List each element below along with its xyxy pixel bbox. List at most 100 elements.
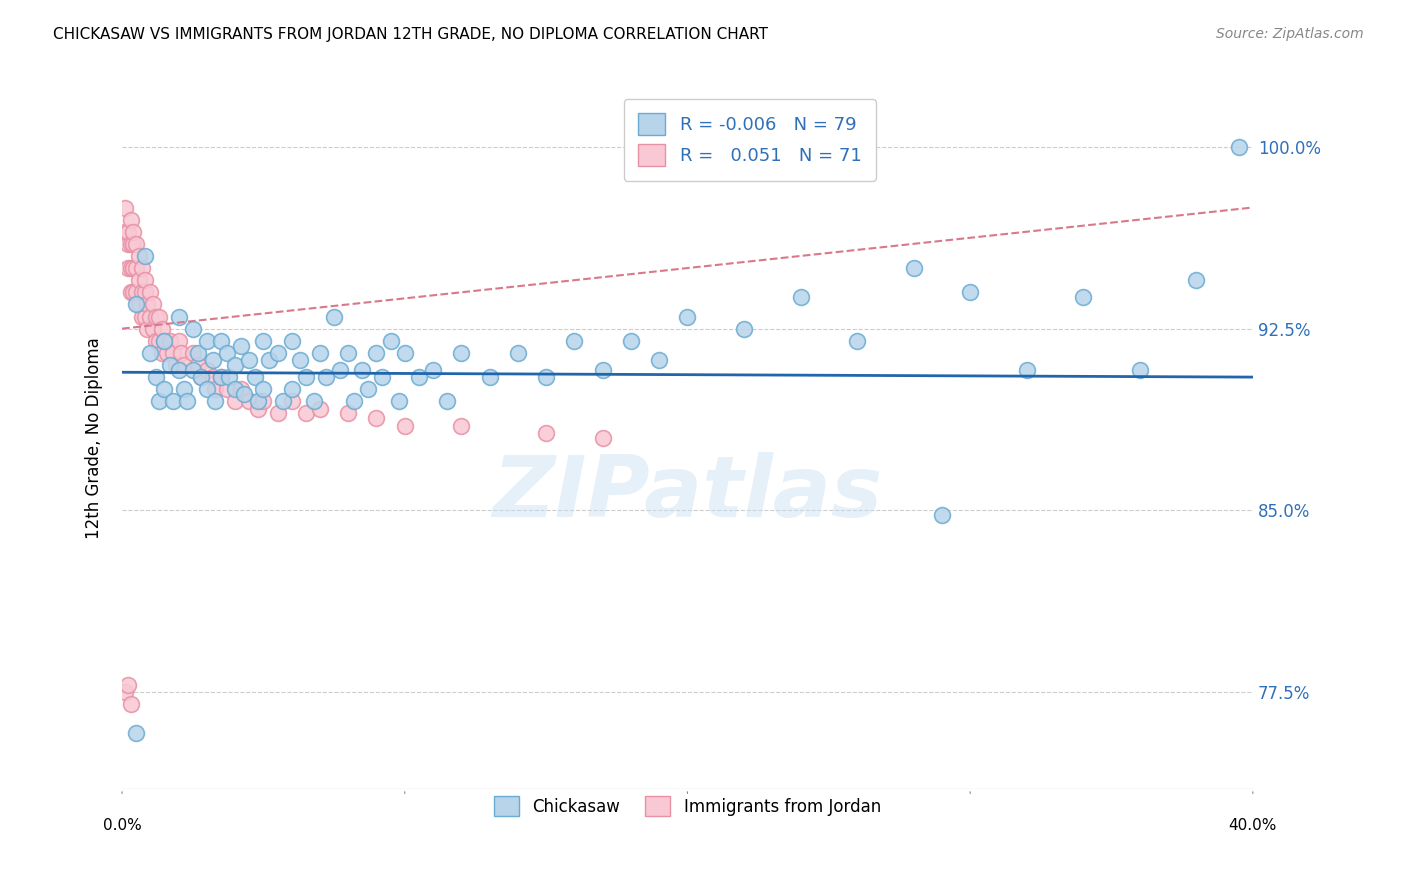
Point	[329, 363, 352, 377]
Point	[173, 382, 195, 396]
Point	[114, 685, 136, 699]
Point	[156, 346, 179, 360]
Point	[309, 346, 332, 360]
Text: 40.0%: 40.0%	[1229, 818, 1277, 833]
Point	[167, 363, 190, 377]
Point	[153, 382, 176, 396]
Point	[534, 425, 557, 440]
Point	[165, 358, 187, 372]
Point	[204, 382, 226, 396]
Point	[125, 726, 148, 740]
Point	[257, 353, 280, 368]
Point	[422, 363, 444, 377]
Point	[1071, 290, 1094, 304]
Point	[131, 285, 153, 300]
Point	[173, 358, 195, 372]
Point	[142, 297, 165, 311]
Point	[450, 418, 472, 433]
Legend: Chickasaw, Immigrants from Jordan: Chickasaw, Immigrants from Jordan	[481, 783, 894, 830]
Point	[125, 236, 148, 251]
Point	[323, 310, 346, 324]
Point	[209, 370, 232, 384]
Point	[134, 249, 156, 263]
Point	[201, 370, 224, 384]
Point	[271, 394, 294, 409]
Point	[170, 346, 193, 360]
Point	[148, 394, 170, 409]
Point	[564, 334, 586, 348]
Point	[246, 401, 269, 416]
Point	[114, 201, 136, 215]
Point	[280, 334, 302, 348]
Point	[120, 697, 142, 711]
Point	[120, 285, 142, 300]
Text: 0.0%: 0.0%	[103, 818, 142, 833]
Point	[162, 346, 184, 360]
Point	[304, 394, 326, 409]
Point	[128, 249, 150, 263]
Point	[366, 346, 388, 360]
Point	[337, 346, 360, 360]
Point	[408, 370, 430, 384]
Point	[150, 321, 173, 335]
Point	[201, 353, 224, 368]
Point	[280, 382, 302, 396]
Point	[114, 225, 136, 239]
Point	[380, 334, 402, 348]
Point	[215, 382, 238, 396]
Point	[252, 394, 274, 409]
Point	[204, 394, 226, 409]
Point	[139, 346, 162, 360]
Point	[394, 346, 416, 360]
Point	[125, 297, 148, 311]
Point	[394, 418, 416, 433]
Point	[136, 321, 159, 335]
Point	[122, 236, 145, 251]
Point	[229, 382, 252, 396]
Text: Source: ZipAtlas.com: Source: ZipAtlas.com	[1216, 27, 1364, 41]
Point	[134, 310, 156, 324]
Point	[195, 334, 218, 348]
Point	[243, 370, 266, 384]
Point	[620, 334, 643, 348]
Point	[371, 370, 394, 384]
Point	[120, 212, 142, 227]
Point	[315, 370, 337, 384]
Point	[150, 346, 173, 360]
Point	[209, 334, 232, 348]
Point	[931, 508, 953, 523]
Point	[131, 261, 153, 276]
Point	[181, 346, 204, 360]
Point	[145, 334, 167, 348]
Point	[181, 321, 204, 335]
Point	[159, 358, 181, 372]
Point	[648, 353, 671, 368]
Point	[139, 285, 162, 300]
Point	[246, 394, 269, 409]
Point	[1015, 363, 1038, 377]
Point	[145, 370, 167, 384]
Point	[592, 363, 614, 377]
Point	[153, 334, 176, 348]
Point	[120, 261, 142, 276]
Point	[167, 334, 190, 348]
Point	[117, 236, 139, 251]
Point	[159, 334, 181, 348]
Point	[134, 273, 156, 287]
Point	[733, 321, 755, 335]
Point	[352, 363, 374, 377]
Point	[238, 353, 260, 368]
Point	[224, 382, 246, 396]
Point	[139, 310, 162, 324]
Point	[134, 285, 156, 300]
Text: CHICKASAW VS IMMIGRANTS FROM JORDAN 12TH GRADE, NO DIPLOMA CORRELATION CHART: CHICKASAW VS IMMIGRANTS FROM JORDAN 12TH…	[53, 27, 769, 42]
Point	[224, 358, 246, 372]
Point	[117, 678, 139, 692]
Point	[190, 370, 212, 384]
Point	[232, 387, 254, 401]
Point	[224, 394, 246, 409]
Point	[534, 370, 557, 384]
Point	[252, 382, 274, 396]
Point	[122, 225, 145, 239]
Point	[209, 370, 232, 384]
